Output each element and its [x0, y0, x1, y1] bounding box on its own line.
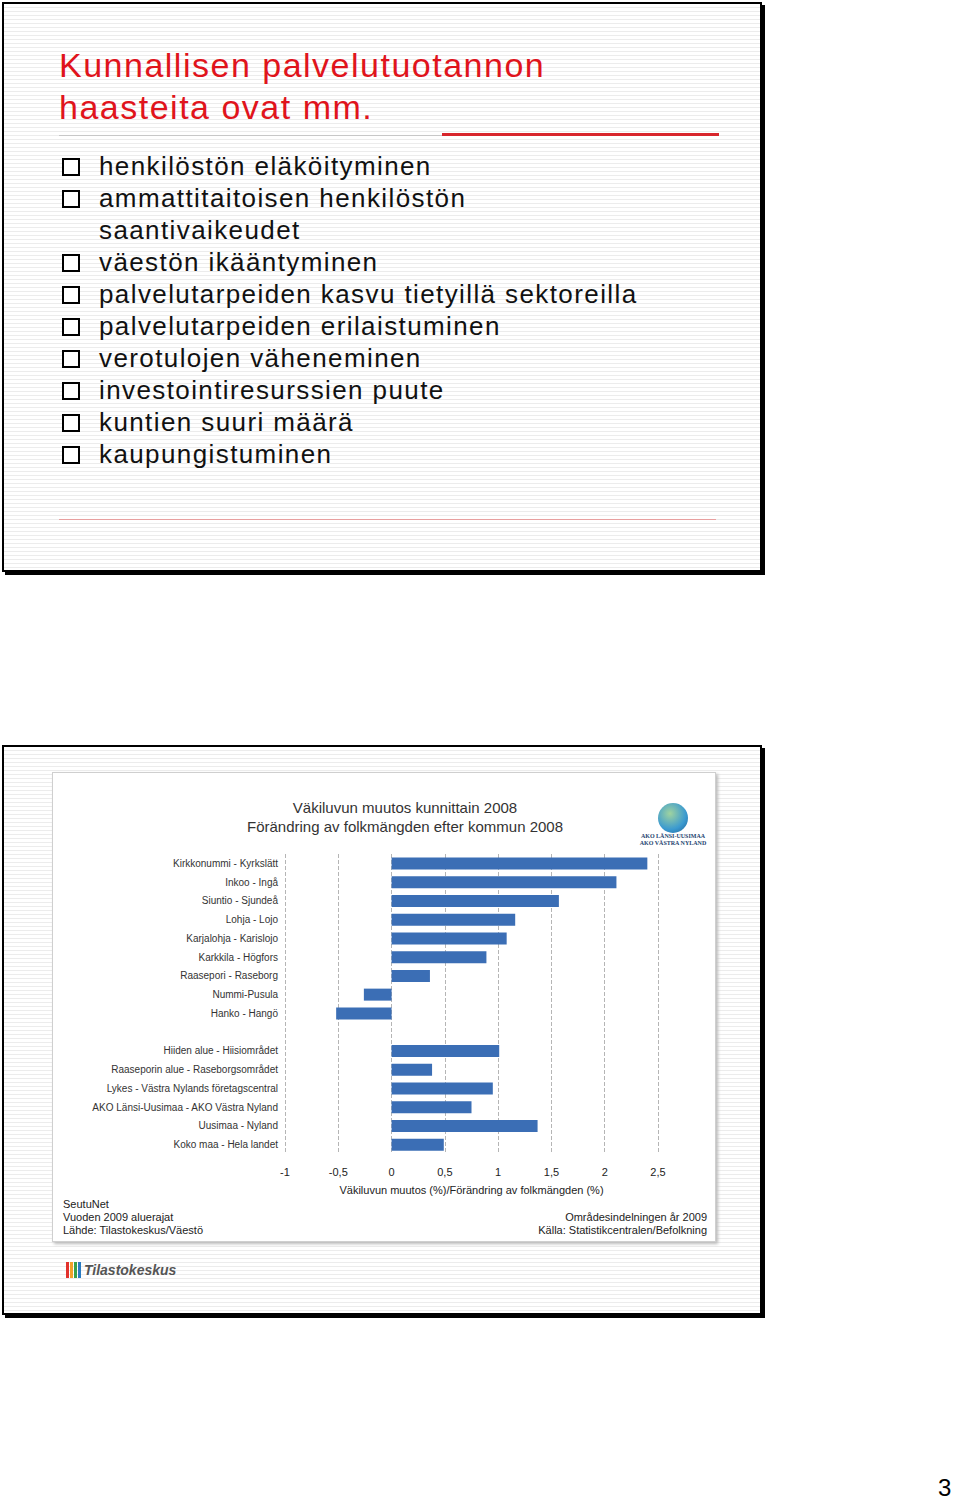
svg-text:Karjalohja - Karislojo: Karjalohja - Karislojo [186, 933, 278, 944]
html-text:Tilastokeskus: Tilastokeskus [84, 1262, 177, 1278]
svg-text:-0,5: -0,5 [329, 1166, 348, 1178]
svg-text:Nummi-Pusula: Nummi-Pusula [212, 989, 278, 1000]
svg-text:Hiiden alue - Hiisiområdet: Hiiden alue - Hiisiområdet [164, 1045, 279, 1056]
html-text:Källa: Statistikcentralen/Befo: Källa: Statistikcentralen/Befolkning [538, 1224, 707, 1236]
svg-text:Karkkila - Högfors: Karkkila - Högfors [199, 952, 278, 963]
html-text:AKO LÄNSI-UUSIMAA: AKO LÄNSI-UUSIMAA [640, 833, 706, 839]
html-text:Områdesindelningen år 2009: Områdesindelningen år 2009 [565, 1211, 707, 1223]
html-text:Vuoden 2009 aluerajat: Vuoden 2009 aluerajat [63, 1211, 174, 1223]
svg-text:Hanko - Hangö: Hanko - Hangö [211, 1008, 279, 1019]
html-text:3: 3 [938, 1474, 952, 1501]
svg-text:Raaseporin alue - Raseborgsomr: Raaseporin alue - Raseborgsområdet [111, 1064, 278, 1075]
html-text:AKO VÄSTRA NYLAND: AKO VÄSTRA NYLAND [639, 840, 707, 846]
svg-text:0,5: 0,5 [437, 1166, 452, 1178]
html-text:ammattitaitoisen henkilöstön: ammattitaitoisen henkilöstön [99, 183, 467, 213]
svg-text:1: 1 [495, 1166, 501, 1178]
html-text:SeutuNet: SeutuNet [63, 1198, 109, 1210]
svg-text:2,5: 2,5 [650, 1166, 665, 1178]
html-text:investointiresurssien puute: investointiresurssien puute [99, 375, 445, 405]
svg-text:Väkiluvun muutos (%)/Förändrin: Väkiluvun muutos (%)/Förändring av folkm… [339, 1184, 603, 1196]
html-text:haasteita ovat mm.: haasteita ovat mm. [59, 88, 374, 126]
svg-text:Inkoo - Ingå: Inkoo - Ingå [225, 877, 278, 888]
html-text:henkilöstön eläköityminen: henkilöstön eläköityminen [99, 151, 432, 181]
svg-text:Förändring av folkmängden efte: Förändring av folkmängden efter kommun 2… [247, 818, 563, 835]
svg-text:0: 0 [389, 1166, 395, 1178]
html-text:Lähde: Tilastokeskus/Väestö: Lähde: Tilastokeskus/Väestö [63, 1224, 203, 1236]
svg-text:Koko maa - Hela landet: Koko maa - Hela landet [173, 1139, 278, 1150]
svg-text:1,5: 1,5 [544, 1166, 559, 1178]
html-text:Kunnallisen palvelutuotannon: Kunnallisen palvelutuotannon [59, 46, 546, 84]
svg-text:Uusimaa - Nyland: Uusimaa - Nyland [199, 1120, 278, 1131]
html-text:kaupungistuminen: kaupungistuminen [99, 439, 333, 469]
html-text:väestön ikääntyminen: väestön ikääntyminen [99, 247, 379, 277]
svg-text:-1: -1 [280, 1166, 290, 1178]
html-text:palvelutarpeiden kasvu tietyil: palvelutarpeiden kasvu tietyillä sektore… [99, 279, 638, 309]
svg-text:Siuntio - Sjundeå: Siuntio - Sjundeå [202, 895, 279, 906]
html-text:kuntien suuri määrä: kuntien suuri määrä [99, 407, 354, 437]
svg-text:Raasepori - Raseborg: Raasepori - Raseborg [180, 970, 278, 981]
svg-text:2: 2 [602, 1166, 608, 1178]
svg-text:AKO Länsi-Uusimaa - AKO Västra: AKO Länsi-Uusimaa - AKO Västra Nyland [92, 1102, 278, 1113]
svg-text:Väkiluvun muutos kunnittain 20: Väkiluvun muutos kunnittain 2008 [293, 799, 517, 816]
svg-text:Kirkkonummi - Kyrkslätt: Kirkkonummi - Kyrkslätt [173, 858, 278, 869]
html-text:palvelutarpeiden erilaistumine: palvelutarpeiden erilaistuminen [99, 311, 501, 341]
html-text:saantivaikeudet: saantivaikeudet [99, 215, 301, 245]
html-text:verotulojen väheneminen: verotulojen väheneminen [99, 343, 422, 373]
svg-text:Lykes - Västra Nylands företag: Lykes - Västra Nylands företagscentral [107, 1083, 278, 1094]
svg-text:Lohja - Lojo: Lohja - Lojo [226, 914, 279, 925]
